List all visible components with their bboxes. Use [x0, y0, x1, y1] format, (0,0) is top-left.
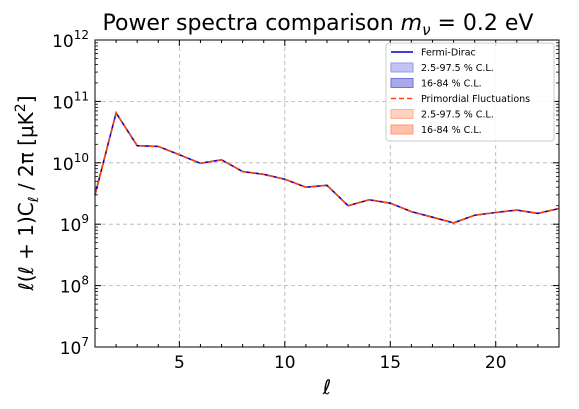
series-line-primordial-fluctuations	[94, 110, 560, 224]
legend-label: Primordial Fluctuations	[421, 94, 530, 105]
legend-label: Fermi-Dirac	[421, 48, 476, 59]
legend-label: 16-84 % C.L.	[421, 79, 482, 90]
legend: Fermi-Dirac 2.5-97.5 % C.L. 16-84 % C.L. Pr…	[385, 42, 555, 142]
y-tick-label: 107	[60, 335, 89, 359]
legend-label: 2.5-97.5 % C.L.	[421, 110, 494, 121]
chart-title: Power spectra comparison mν = 0.2 eV	[103, 11, 534, 39]
x-axis-label: ℓ	[322, 375, 331, 399]
y-axis-label: ℓ(ℓ + 1)Cℓ / 2π [μK2]	[13, 95, 42, 291]
legend-patch-swatch	[390, 62, 414, 73]
y-tick-label: 1011	[52, 89, 89, 113]
x-tick-label: 10	[274, 353, 296, 373]
legend-label: 2.5-97.5 % C.L.	[421, 63, 494, 74]
axis-ticks: 5 10 15 20 107 108 109 1010 1011 1012	[52, 28, 560, 373]
legend-patch-swatch	[390, 109, 414, 119]
legend-frame	[385, 42, 555, 142]
y-tick-label: 1012	[52, 28, 89, 52]
x-tick-label: 5	[174, 353, 185, 373]
y-tick-label: 1010	[52, 151, 89, 175]
y-tick-label: 109	[60, 212, 89, 236]
legend-patch-swatch	[390, 124, 414, 135]
y-tick-label: 108	[60, 274, 89, 298]
series-lines	[94, 110, 560, 224]
x-tick-label: 20	[485, 353, 507, 373]
x-tick-label: 15	[379, 353, 401, 373]
legend-label: 16-84 % C.L.	[421, 125, 482, 136]
legend-patch-swatch	[390, 78, 414, 88]
